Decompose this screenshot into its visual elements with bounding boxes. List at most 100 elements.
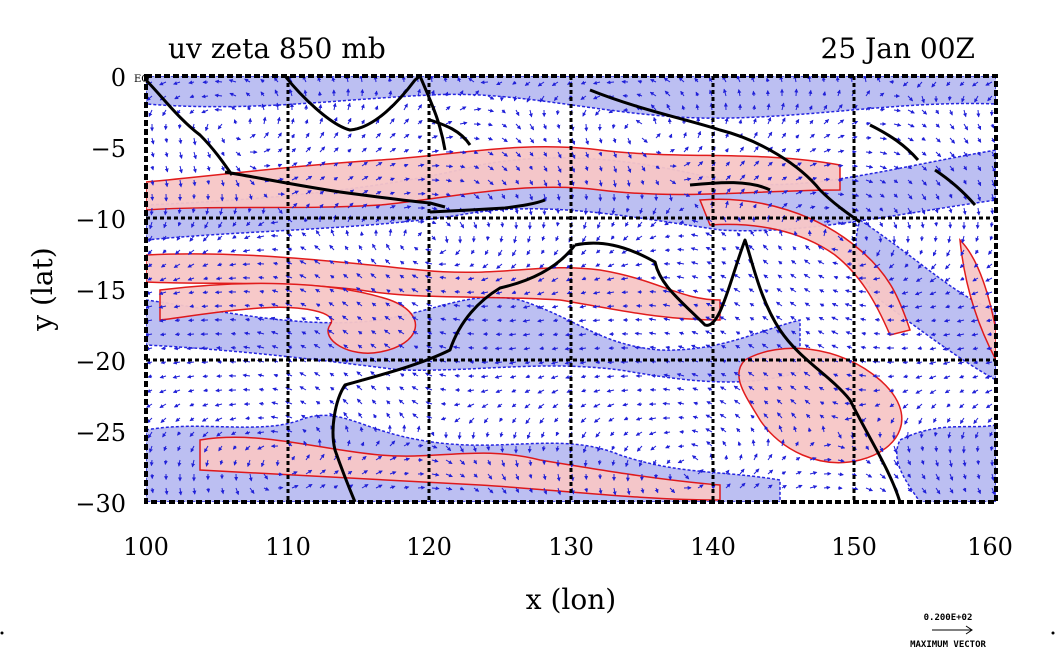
wind-vector	[823, 177, 831, 182]
wind-vector	[946, 81, 951, 87]
map-title-right: 25 Jan 00Z	[821, 32, 975, 65]
wind-vector	[275, 102, 280, 111]
wind-vector	[570, 179, 575, 187]
wind-vector	[566, 263, 573, 269]
wind-vector	[541, 249, 546, 255]
wind-vector	[261, 207, 266, 215]
wind-vector	[192, 179, 197, 187]
y-tick-0: 0	[111, 64, 126, 92]
wind-vector	[668, 193, 673, 202]
wind-vector	[597, 207, 602, 216]
wind-vector	[945, 263, 951, 270]
wind-vector	[375, 118, 380, 125]
wind-vector	[879, 193, 885, 198]
wind-vector	[594, 346, 601, 351]
wind-vector	[902, 360, 909, 365]
wind-vector	[375, 132, 381, 139]
wind-vector	[496, 81, 503, 86]
wind-vector	[724, 132, 729, 139]
wind-vector	[389, 132, 396, 139]
wind-vector	[697, 161, 704, 167]
wind-vector	[214, 93, 223, 98]
wind-vector	[347, 162, 353, 167]
wind-vector	[551, 81, 559, 87]
wind-vector	[778, 260, 783, 265]
wind-vector	[737, 89, 742, 97]
wind-vector	[851, 120, 859, 125]
wind-vector	[835, 76, 840, 83]
wind-vector	[515, 151, 521, 158]
wind-vector	[514, 193, 519, 199]
wind-vector	[178, 151, 183, 159]
y-tick-minus15: −15	[75, 277, 126, 305]
wind-vector	[627, 165, 632, 174]
wind-vector	[949, 123, 955, 130]
wind-vector	[580, 263, 587, 268]
wind-vector	[977, 137, 982, 143]
wind-vector	[305, 175, 313, 181]
wind-vector	[473, 221, 478, 229]
wind-vector	[178, 165, 183, 174]
wind-vector	[893, 207, 898, 214]
wind-vector	[159, 81, 167, 86]
wind-vector	[417, 149, 424, 154]
wind-vector	[949, 137, 956, 144]
wind-vector	[445, 120, 453, 125]
equator-corner-label: EQ	[134, 74, 150, 85]
wind-vector	[164, 151, 169, 158]
wind-vector	[361, 133, 366, 139]
wind-vector	[680, 90, 685, 97]
wind-vector	[201, 304, 209, 309]
wind-vector	[344, 245, 349, 251]
wind-vector	[174, 95, 181, 100]
wind-vector	[403, 133, 410, 139]
wind-vector	[934, 221, 939, 227]
wind-vector	[593, 332, 601, 337]
wind-vector	[607, 360, 615, 365]
wind-vector	[189, 235, 195, 242]
wind-vector	[725, 175, 731, 181]
wind-vector	[904, 263, 909, 268]
wind-vector	[543, 165, 548, 172]
wind-vector	[230, 248, 237, 253]
wind-vector	[598, 151, 603, 157]
wind-vector	[553, 249, 559, 256]
wind-vector	[206, 179, 211, 185]
wind-vector	[976, 207, 981, 216]
wind-vector	[271, 247, 279, 252]
wind-vector	[721, 231, 727, 237]
wind-vector	[873, 263, 881, 269]
wind-vector	[635, 235, 643, 241]
wind-vector	[989, 235, 994, 241]
wind-vector	[697, 130, 702, 139]
wind-vector	[739, 160, 745, 167]
wind-vector	[627, 137, 631, 145]
wind-vector	[245, 92, 251, 97]
wind-vector	[539, 263, 545, 269]
wind-vector	[917, 346, 923, 351]
wind-vector	[217, 248, 223, 253]
wind-vector	[921, 109, 928, 115]
y-tick-minus20: −20	[75, 348, 126, 376]
wind-vector	[921, 179, 927, 186]
wind-vector	[178, 179, 183, 188]
wind-vector	[258, 401, 265, 406]
wind-vector	[329, 244, 335, 251]
wind-vector	[831, 247, 839, 252]
wind-vector	[487, 108, 495, 113]
wind-vector	[173, 81, 181, 85]
wind-vector	[753, 175, 760, 181]
wind-vector	[907, 95, 914, 102]
y-tick-minus30: −30	[75, 490, 126, 518]
wind-vector	[823, 485, 831, 490]
wind-vector	[249, 165, 257, 170]
wind-vector	[232, 234, 237, 239]
wind-vector	[417, 177, 426, 182]
wind-vector	[286, 233, 293, 238]
corner-mark-left	[0, 631, 4, 635]
wind-vector	[724, 148, 729, 153]
wind-vector	[403, 118, 410, 125]
wind-vector	[291, 202, 298, 209]
wind-vector	[247, 105, 252, 111]
wind-vector	[592, 95, 601, 100]
